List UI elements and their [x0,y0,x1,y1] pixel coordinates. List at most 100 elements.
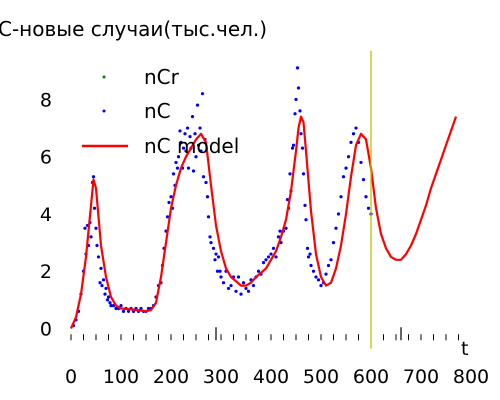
nc-point [99,266,103,270]
nc-point [229,283,233,288]
nc-point [269,252,273,256]
nc-point [276,235,281,239]
x-tick-label: 800 [453,366,489,388]
nc-point [208,235,212,239]
nc-point [211,246,216,250]
legend-label-ncr: nCr [144,65,180,89]
nc-point [284,226,288,230]
legend: nCr nC nC model [82,65,239,158]
nc-point [359,160,363,165]
nc-point [196,143,201,147]
nc-point [349,140,353,144]
nc-point [198,126,202,130]
nc-point [91,175,96,179]
nc-point [181,146,186,150]
y-tick-label: 2 [40,261,52,283]
nc-point [92,206,97,210]
nc-point [351,132,356,136]
nc-point [126,309,131,313]
nc-point [104,286,108,291]
nc-point [89,235,93,239]
nc-point [266,255,271,259]
nc-point [186,166,191,170]
nc-point [218,269,222,273]
nc-point [339,195,343,199]
nc-point [314,275,318,279]
nc-point [236,275,241,279]
nc-point [303,203,307,207]
legend-marker-ncr [102,75,106,79]
nc-point [344,166,348,170]
nc-point [83,226,87,230]
nc-point [239,292,243,296]
nc-point [300,146,305,150]
nc-point [100,283,104,288]
nc-point [167,200,171,205]
nc-point [188,135,192,139]
nc-point [290,146,295,150]
y-tick-label: 8 [40,89,52,111]
legend-label-nc: nC [144,99,171,123]
x-tick-label: 700 [403,366,439,388]
nc-point [165,215,170,219]
nc-point [204,180,208,185]
nc-point [316,278,321,282]
nc-point [226,286,231,291]
nc-point [199,149,203,153]
chart-title: С-новые случаи(тыс.чел.) [0,17,267,41]
nc-point [294,97,298,102]
nc-point [193,132,197,136]
nc-point [261,261,266,265]
nc-point [169,195,173,199]
nc-point [213,258,217,262]
model-line [69,115,458,329]
nc-point [205,195,210,199]
nc-point [271,246,276,250]
nc-point [241,281,246,285]
nc-point [121,309,126,313]
nc-point [251,283,256,288]
x-tick-label: 500 [303,366,339,388]
nc-point [264,258,268,262]
nc-point [214,252,218,256]
nc-point [299,132,303,136]
x-tick-label: 400 [253,366,289,388]
nc-point [341,175,346,179]
nc-point [215,269,220,273]
nc-point [234,289,238,293]
nc-point [209,241,213,245]
y-tick-label: 0 [40,319,52,341]
nc-point [195,103,200,107]
nc-point [311,269,316,273]
nc-point [194,155,198,159]
nc-point [176,155,181,159]
nc-point [288,172,292,176]
nc-point [329,258,333,262]
nc-point [139,306,143,311]
nc-point [221,281,226,285]
nc-point [206,215,211,219]
nc-point [114,306,118,311]
x-tick-label: 600 [353,366,389,388]
nc-point [105,298,110,302]
baseline-ticks [70,327,459,341]
nc-point [119,304,123,308]
nc-point [183,132,187,136]
nc-point [364,195,368,199]
nc-point [246,289,251,293]
y-tick-label: 6 [40,147,52,169]
nc-point [304,218,308,222]
nc-point [326,263,331,268]
nc-point [201,175,206,179]
nc-point [219,275,223,279]
nc-point [305,246,310,250]
nc-point [274,255,278,259]
nc-point [319,283,323,288]
y-axis: 0 2 4 6 8 [40,89,52,340]
x-tick-label: 300 [203,366,239,388]
nc-point [178,129,182,133]
x-axis-label: t [461,338,468,360]
nc-point [278,229,282,233]
nc-point [185,126,190,130]
nc-point [306,255,311,259]
